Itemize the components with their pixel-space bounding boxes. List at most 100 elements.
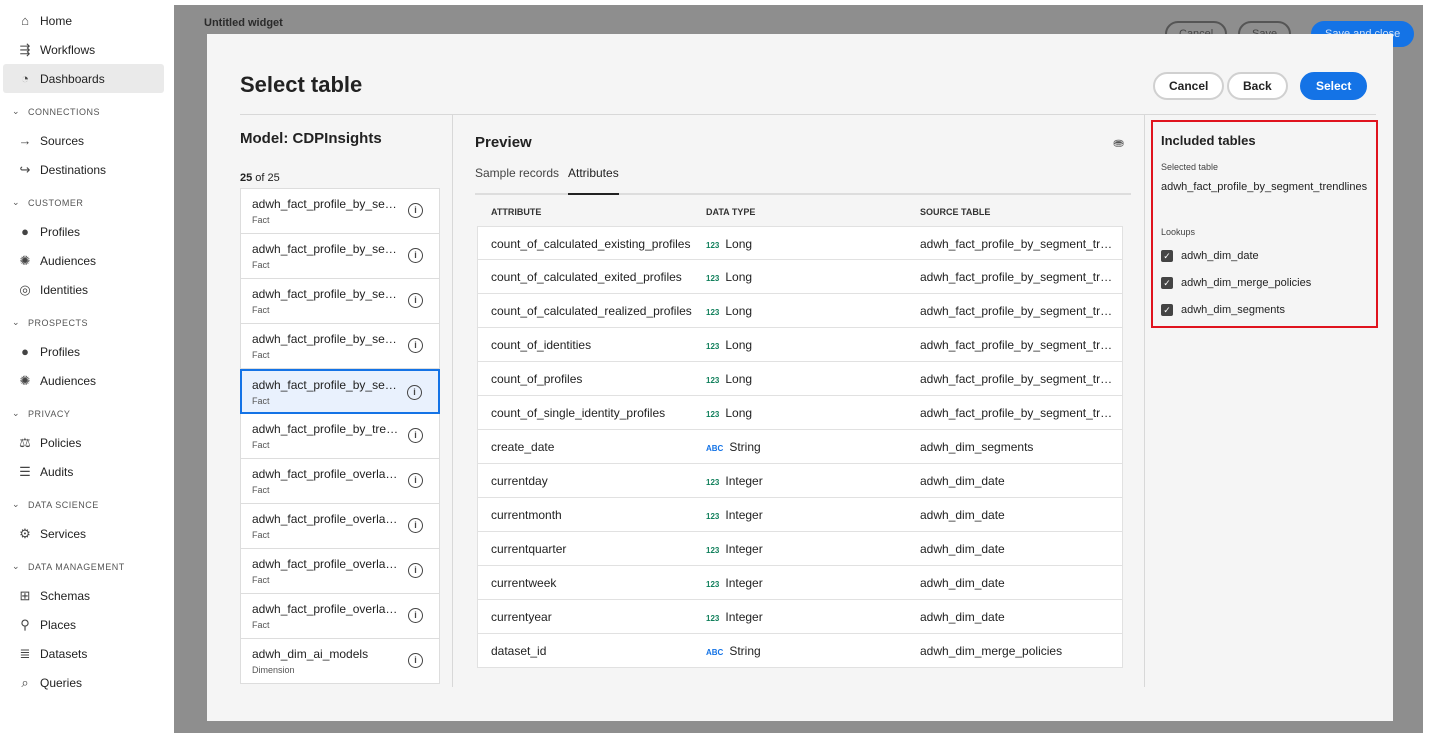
checkmark-icon: ✓ <box>1161 250 1173 262</box>
info-icon[interactable]: i <box>407 385 422 400</box>
nav-home[interactable]: ⌂ Home <box>0 6 170 35</box>
data-type-icon: ABC <box>706 648 724 657</box>
source-table: adwh_dim_date <box>920 576 1005 590</box>
data-type-icon: 123 <box>706 478 720 487</box>
table-list-item[interactable]: adwh_fact_profile_by_segm... Fact i <box>240 234 440 279</box>
cancel-button[interactable]: Cancel <box>1153 72 1225 100</box>
info-icon[interactable]: i <box>408 203 423 218</box>
table-row[interactable]: dataset_id ABC String adwh_dim_merge_polici… <box>477 634 1123 668</box>
nav-destinations[interactable]: ↪ Destinations <box>0 155 170 184</box>
nav-profiles[interactable]: ● Profiles <box>0 217 170 246</box>
nav-services[interactable]: ⚙ Services <box>0 519 170 548</box>
table-row[interactable]: count_of_profiles 123 Long adwh_fact_profil… <box>477 362 1123 396</box>
section-title: CUSTOMER <box>28 197 84 208</box>
nav-section-prospects[interactable]: ⌄ PROSPECTS <box>0 308 170 337</box>
table-row[interactable]: count_of_calculated_exited_profiles 123 Lo… <box>477 260 1123 294</box>
nav-audiences[interactable]: ✺ Audiences <box>0 366 170 395</box>
nav-section-customer[interactable]: ⌄ CUSTOMER <box>0 188 170 217</box>
tab-sample-records[interactable]: Sample records <box>475 166 560 180</box>
nav-queries[interactable]: ⌕ Queries <box>0 668 170 697</box>
info-icon[interactable]: i <box>408 293 423 308</box>
lookup-checkbox[interactable]: ✓ adwh_dim_merge_policies <box>1161 277 1311 289</box>
nav-sources[interactable]: → Sources <box>0 126 170 155</box>
nav-section-privacy[interactable]: ⌄ PRIVACY <box>0 399 170 428</box>
widget-title: Untitled widget <box>204 17 283 29</box>
table-name: adwh_fact_profile_by_trendl... <box>252 422 400 436</box>
table-list-item[interactable]: adwh_fact_profile_by_segm... Fact i <box>240 189 440 234</box>
table-name: adwh_fact_profile_by_segm... <box>252 378 400 392</box>
info-icon[interactable]: i <box>408 338 423 353</box>
table-list-item[interactable]: adwh_dim_ai_models Dimension i <box>240 639 440 684</box>
table-list-item[interactable]: adwh_fact_profile_by_segm... Fact i <box>240 369 440 414</box>
source-table: adwh_fact_profile_by_segment_tren... <box>920 270 1115 284</box>
nav-profiles[interactable]: ● Profiles <box>0 337 170 366</box>
table-row[interactable]: count_of_calculated_realized_profiles 123… <box>477 294 1123 328</box>
nav-label: Policies <box>40 435 82 450</box>
nav-label: Audiences <box>40 373 97 388</box>
section-title: DATA SCIENCE <box>28 499 99 510</box>
table-row[interactable]: currentweek 123 Integer adwh_dim_date <box>477 566 1123 600</box>
table-row[interactable]: count_of_single_identity_profiles 123 Long… <box>477 396 1123 430</box>
table-row[interactable]: currentmonth 123 Integer adwh_dim_date <box>477 498 1123 532</box>
selected-table-label: Selected table <box>1161 162 1219 172</box>
table-list-item[interactable]: adwh_fact_profile_overlap_... Fact i <box>240 504 440 549</box>
nav-places[interactable]: ⚲ Places <box>0 610 170 639</box>
nav-audiences[interactable]: ✺ Audiences <box>0 246 170 275</box>
nav-audits[interactable]: ☰ Audits <box>0 457 170 486</box>
nav-workflows[interactable]: ⇶ Workflows <box>0 35 170 64</box>
info-icon[interactable]: i <box>408 248 423 263</box>
table-row[interactable]: count_of_calculated_existing_profiles 123… <box>477 226 1123 260</box>
column-source-table: SOURCE TABLE <box>920 207 991 217</box>
nav-policies[interactable]: ⚖ Policies <box>0 428 170 457</box>
lookup-checkbox[interactable]: ✓ adwh_dim_date <box>1161 250 1259 262</box>
nav-section-data-management[interactable]: ⌄ DATA MANAGEMENT <box>0 552 170 581</box>
table-list-item[interactable]: adwh_fact_profile_by_segm... Fact i <box>240 279 440 324</box>
info-icon[interactable]: i <box>408 518 423 533</box>
database-settings-icon[interactable]: ⛂ <box>1113 135 1124 150</box>
table-list-item[interactable]: adwh_fact_profile_overlap_... Fact i <box>240 459 440 504</box>
attribute-name: count_of_calculated_exited_profiles <box>491 270 682 284</box>
table-list[interactable]: adwh_fact_profile_by_segm... Fact i adwh_fa… <box>240 188 440 686</box>
nav-section-connections[interactable]: ⌄ CONNECTIONS <box>0 97 170 126</box>
section-title: CONNECTIONS <box>28 106 101 117</box>
audits-icon: ☰ <box>19 463 31 479</box>
attribute-name: currentweek <box>491 576 557 590</box>
places-icon: ⚲ <box>20 616 30 632</box>
table-row[interactable]: create_date ABC String adwh_dim_segments <box>477 430 1123 464</box>
table-list-item[interactable]: adwh_fact_profile_overlap_... Fact i <box>240 549 440 594</box>
select-button[interactable]: Select <box>1300 72 1368 100</box>
nav-schemas[interactable]: ⊞ Schemas <box>0 581 170 610</box>
table-list-item[interactable]: adwh_fact_profile_by_trendl... Fact i <box>240 414 440 459</box>
nav-section-data-science[interactable]: ⌄ DATA SCIENCE <box>0 490 170 519</box>
attribute-name: count_of_identities <box>491 338 592 352</box>
table-row[interactable]: currentquarter 123 Integer adwh_dim_date <box>477 532 1123 566</box>
preview-panel: Preview ⛂ Sample records Attributes ATTR… <box>455 115 1145 687</box>
data-type-cell: 123 Long <box>706 270 752 284</box>
source-table: adwh_dim_merge_policies <box>920 644 1063 658</box>
nav-datasets[interactable]: ≣ Datasets <box>0 639 170 668</box>
nav-identities[interactable]: ◎ Identities <box>0 275 170 304</box>
info-icon[interactable]: i <box>408 653 423 668</box>
lookup-checkbox[interactable]: ✓ adwh_dim_segments <box>1161 304 1285 316</box>
table-row[interactable]: currentyear 123 Integer adwh_dim_date <box>477 600 1123 634</box>
data-type-icon: 123 <box>706 512 720 521</box>
nav-label: Audits <box>40 464 74 479</box>
table-row[interactable]: currentday 123 Integer adwh_dim_date <box>477 464 1123 498</box>
tab-attributes[interactable]: Attributes <box>568 166 619 195</box>
info-icon[interactable]: i <box>408 473 423 488</box>
data-type-cell: 123 Long <box>706 338 752 352</box>
info-icon[interactable]: i <box>408 608 423 623</box>
nav-label: Schemas <box>40 588 91 603</box>
table-list-item[interactable]: adwh_fact_profile_by_segm... Fact i <box>240 324 440 369</box>
nav-dashboards[interactable]: ◔ Dashboards <box>3 64 164 93</box>
nav-label: Profiles <box>40 344 81 359</box>
data-type-icon: 123 <box>706 274 720 283</box>
profiles-icon: ● <box>21 223 29 239</box>
nav-label: Audiences <box>40 253 97 268</box>
table-list-item[interactable]: adwh_fact_profile_overlap_... Fact i <box>240 594 440 639</box>
destinations-icon: ↪ <box>19 161 31 177</box>
info-icon[interactable]: i <box>408 428 423 443</box>
info-icon[interactable]: i <box>408 563 423 578</box>
back-button[interactable]: Back <box>1227 72 1288 100</box>
table-row[interactable]: count_of_identities 123 Long adwh_fact_prof… <box>477 328 1123 362</box>
